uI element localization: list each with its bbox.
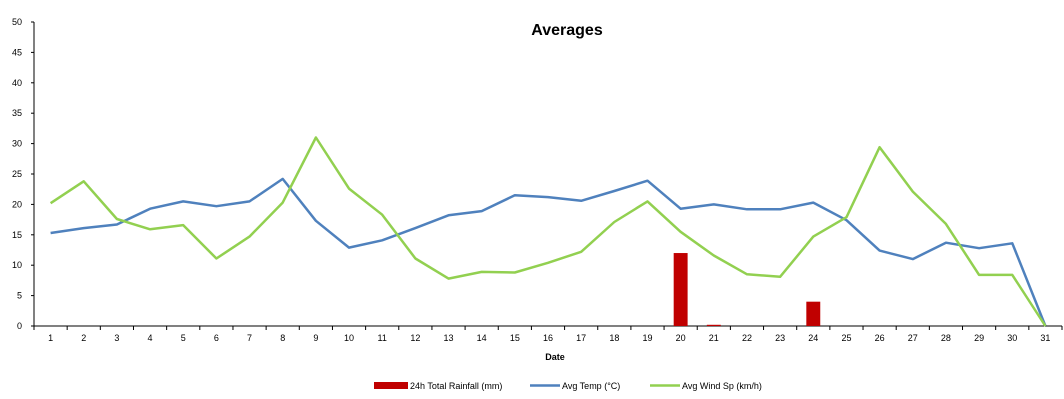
x-tick-label: 12	[410, 333, 420, 343]
y-tick-label: 30	[12, 139, 22, 149]
y-tick-label: 15	[12, 230, 22, 240]
x-tick-label: 21	[709, 333, 719, 343]
x-tick-label: 11	[378, 333, 387, 343]
x-tick-label: 17	[576, 333, 586, 343]
x-tick-label: 29	[974, 333, 984, 343]
x-tick-label: 13	[444, 333, 454, 343]
x-tick-label: 24	[808, 333, 818, 343]
x-tick-label: 28	[941, 333, 951, 343]
y-tick-label: 35	[12, 108, 22, 118]
y-tick-label: 5	[17, 291, 22, 301]
line-series	[49, 136, 1047, 327]
x-tick-label: 25	[841, 333, 851, 343]
x-tick-label: 20	[676, 333, 686, 343]
x-tick-label: 30	[1007, 333, 1017, 343]
y-tick-label: 50	[12, 17, 22, 27]
x-tick-label: 10	[344, 333, 354, 343]
x-tick-label: 7	[247, 333, 252, 343]
x-tick-label: 9	[313, 333, 318, 343]
x-tick-label: 18	[609, 333, 619, 343]
x-tick-label: 1	[48, 333, 53, 343]
chart-title: Averages	[531, 22, 603, 39]
rainfall-bar	[806, 301, 821, 326]
y-tick-label: 10	[12, 260, 22, 270]
x-tick-label: 27	[908, 333, 918, 343]
x-tick-label: 15	[510, 333, 520, 343]
legend-label: Avg Temp (°C)	[562, 381, 620, 391]
avg-temp-c-line	[50, 177, 1047, 327]
y-tick-label: 20	[12, 199, 22, 209]
y-tick-label: 0	[17, 321, 22, 331]
x-tick-label: 5	[181, 333, 186, 343]
y-tick-label: 40	[12, 78, 22, 88]
avg-wind-sp-km-h-line	[49, 136, 1047, 327]
rainfall-bar	[706, 324, 721, 326]
x-tick-label: 2	[81, 333, 86, 343]
x-axis-label: Date	[545, 352, 565, 362]
rainfall-bar	[673, 253, 688, 326]
x-tick-label: 23	[775, 333, 785, 343]
x-tick-label: 16	[543, 333, 553, 343]
legend: 24h Total Rainfall (mm) Avg Temp (°C) Avg …	[374, 381, 762, 391]
legend-label: 24h Total Rainfall (mm)	[410, 381, 502, 391]
x-tick-label: 22	[742, 333, 752, 343]
legend-swatch	[374, 382, 408, 389]
x-tick-label: 14	[477, 333, 487, 343]
legend-label: Avg Wind Sp (km/h)	[682, 381, 762, 391]
y-tick-label: 25	[12, 169, 22, 179]
x-tick-label: 31	[1040, 333, 1050, 343]
x-tick-label: 6	[214, 333, 219, 343]
x-tick-label: 26	[875, 333, 885, 343]
x-tick-label: 19	[642, 333, 652, 343]
x-tick-label: 8	[280, 333, 285, 343]
y-tick-label: 45	[12, 47, 22, 57]
x-tick-label: 3	[114, 333, 119, 343]
bar-series	[673, 253, 821, 326]
x-tick-label: 4	[148, 333, 153, 343]
